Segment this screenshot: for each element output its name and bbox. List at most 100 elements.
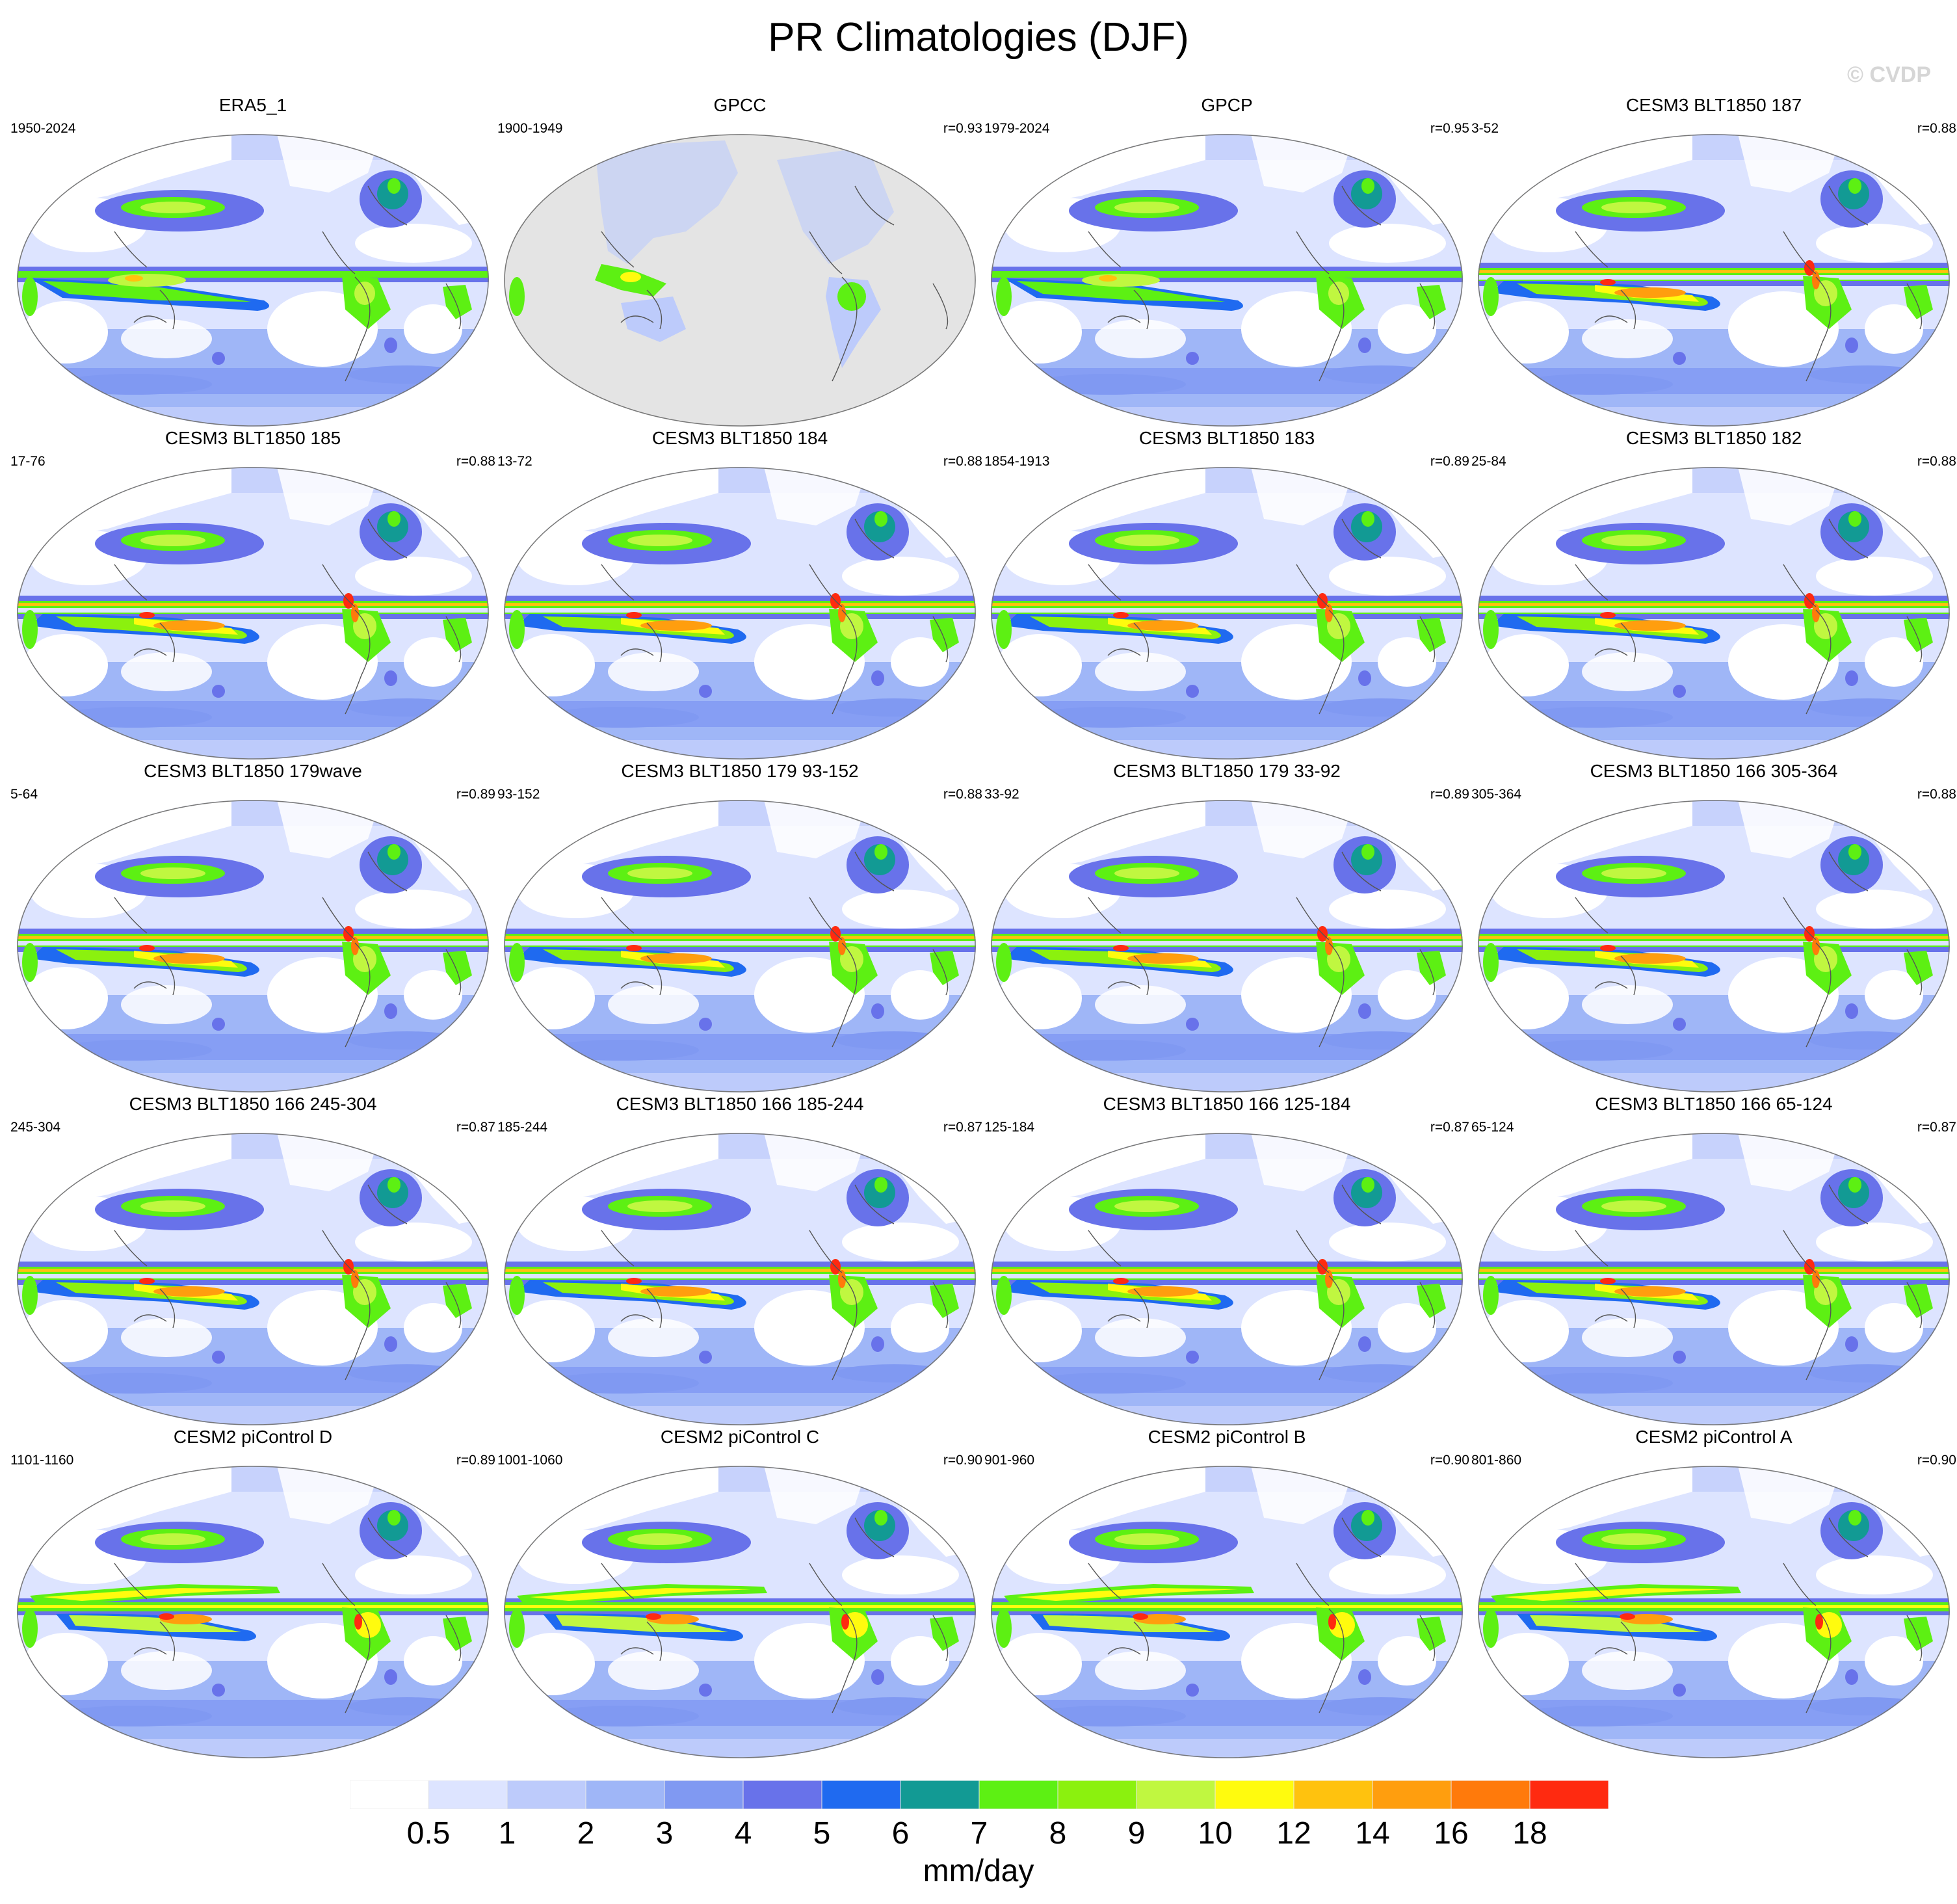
panel-period: 901-960 <box>984 1453 1035 1468</box>
precip-map <box>991 800 1463 1092</box>
panel-correlation: r=0.89 <box>1430 454 1469 469</box>
precip-map <box>17 1133 489 1425</box>
colorbar-tick-label: 8 <box>1049 1816 1067 1851</box>
panel-correlation: r=0.88 <box>456 454 495 469</box>
precip-map <box>504 467 976 760</box>
panel-correlation: r=0.93 <box>943 121 982 136</box>
colorbar-segment <box>900 1780 980 1809</box>
colorbar-tick-label: 10 <box>1198 1816 1233 1851</box>
panel-correlation: r=0.87 <box>943 1120 982 1135</box>
map-panel: CESM3 BLT1850 166 185-244 185-244 r=0.87 <box>496 1094 984 1425</box>
precip-map <box>1478 467 1950 760</box>
colorbar-segment <box>978 1780 1058 1809</box>
precip-map <box>1478 1466 1950 1758</box>
colorbar-tick-label: 6 <box>891 1816 910 1851</box>
precip-map <box>17 800 489 1092</box>
panel-period: 3-52 <box>1471 121 1499 136</box>
colorbar-segment <box>428 1780 508 1809</box>
panel-correlation: r=0.88 <box>1917 454 1956 469</box>
colorbar-tick-label: 2 <box>577 1816 595 1851</box>
panel-period: 801-860 <box>1471 1453 1522 1468</box>
panel-title: CESM3 BLT1850 183 <box>1138 428 1315 448</box>
colorbar-tick-label: 9 <box>1127 1816 1146 1851</box>
panel-period: 1900-1949 <box>497 121 563 136</box>
panel-correlation: r=0.89 <box>456 1453 495 1468</box>
colorbar-segment <box>506 1780 586 1809</box>
map-panel: CESM3 BLT1850 179 33-92 33-92 r=0.89 <box>983 761 1471 1092</box>
panel-correlation: r=0.88 <box>1917 121 1956 136</box>
map-panel: ERA5_1 1950-2024 <box>9 95 497 427</box>
panel-correlation: r=0.88 <box>1917 787 1956 802</box>
map-panel: CESM2 piControl B 901-960 r=0.90 <box>983 1427 1471 1758</box>
panel-correlation: r=0.87 <box>1917 1120 1956 1135</box>
panel-title: CESM2 piControl C <box>660 1427 820 1447</box>
panel-period: 245-304 <box>10 1120 61 1135</box>
precip-map <box>1478 1133 1950 1425</box>
panel-period: 17-76 <box>10 454 46 469</box>
panel-period: 1854-1913 <box>984 454 1050 469</box>
map-panel: CESM3 BLT1850 166 245-304 245-304 r=0.87 <box>9 1094 497 1425</box>
panel-title: CESM3 BLT1850 179 33-92 <box>1113 761 1341 781</box>
panel-period: 5-64 <box>10 787 38 802</box>
map-panel: CESM2 piControl A 801-860 r=0.90 <box>1470 1427 1957 1758</box>
panel-title: CESM3 BLT1850 166 65-124 <box>1595 1094 1833 1114</box>
precip-map <box>991 1133 1463 1425</box>
panel-title: GPCP <box>1201 95 1253 115</box>
figure-title: PR Climatologies (DJF) <box>768 15 1189 60</box>
map-panel: CESM3 BLT1850 185 17-76 r=0.88 <box>9 428 497 760</box>
colorbar-segment <box>350 1780 429 1809</box>
panel-correlation: r=0.95 <box>1430 121 1469 136</box>
colorbar-segment <box>742 1780 822 1809</box>
panel-correlation: r=0.87 <box>456 1120 495 1135</box>
panel-title: CESM2 piControl A <box>1635 1427 1793 1447</box>
precip-map <box>991 134 1463 427</box>
panel-title: CESM3 BLT1850 187 <box>1625 95 1802 115</box>
map-panel: CESM3 BLT1850 179 93-152 93-152 r=0.88 <box>496 761 984 1092</box>
colorbar-tick-label: 16 <box>1434 1816 1469 1851</box>
panel-correlation: r=0.88 <box>943 787 982 802</box>
map-panel: GPCP 1979-2024 r=0.95 <box>983 95 1471 427</box>
panel-correlation: r=0.90 <box>943 1453 982 1468</box>
colorbar-segment <box>1136 1780 1216 1809</box>
precip-map <box>991 467 1463 760</box>
colorbar-tick-label: 1 <box>498 1816 516 1851</box>
panel-period: 1001-1060 <box>497 1453 563 1468</box>
colorbar-tick-label: 18 <box>1512 1816 1547 1851</box>
colorbar-segment <box>1293 1780 1373 1809</box>
panel-title: CESM3 BLT1850 166 125-184 <box>1103 1094 1351 1114</box>
colorbar-segment <box>821 1780 901 1809</box>
precip-map <box>504 1466 976 1758</box>
colorbar-tick-label: 12 <box>1276 1816 1311 1851</box>
map-panel: CESM2 piControl C 1001-1060 r=0.90 <box>496 1427 984 1758</box>
panel-period: 33-92 <box>984 787 1019 802</box>
precip-map <box>17 1466 489 1758</box>
panel-title: CESM3 BLT1850 179 93-152 <box>621 761 859 781</box>
panel-title: CESM3 BLT1850 166 245-304 <box>129 1094 377 1114</box>
panel-title: CESM2 piControl D <box>173 1427 333 1447</box>
panel-correlation: r=0.88 <box>943 454 982 469</box>
colorbar-tick-label: 0.5 <box>406 1816 451 1851</box>
colorbar <box>350 1780 1609 1809</box>
map-panel: CESM3 BLT1850 184 13-72 r=0.88 <box>496 428 984 760</box>
colorbar-segment <box>585 1780 665 1809</box>
panel-correlation: r=0.89 <box>1430 787 1469 802</box>
map-panel: CESM3 BLT1850 166 125-184 125-184 r=0.87 <box>983 1094 1471 1425</box>
panel-period: 125-184 <box>984 1120 1035 1135</box>
map-panel: CESM3 BLT1850 182 25-84 r=0.88 <box>1470 428 1957 760</box>
colorbar-segment <box>1057 1780 1137 1809</box>
colorbar-segment <box>1215 1780 1294 1809</box>
panel-title: CESM3 BLT1850 185 <box>164 428 341 448</box>
panel-title: GPCC <box>713 95 767 115</box>
panel-title: ERA5_1 <box>218 95 287 115</box>
precip-map <box>504 134 976 427</box>
precip-map <box>991 1466 1463 1758</box>
panel-period: 25-84 <box>1471 454 1506 469</box>
colorbar-segment <box>664 1780 744 1809</box>
panel-correlation: r=0.87 <box>1430 1120 1469 1135</box>
panel-period: 1950-2024 <box>10 121 76 136</box>
panel-title: CESM2 piControl B <box>1148 1427 1306 1447</box>
panel-title: CESM3 BLT1850 166 185-244 <box>616 1094 864 1114</box>
map-panel: CESM3 BLT1850 183 1854-1913 r=0.89 <box>983 428 1471 760</box>
precip-map <box>1478 134 1950 427</box>
panel-correlation: r=0.90 <box>1430 1453 1469 1468</box>
